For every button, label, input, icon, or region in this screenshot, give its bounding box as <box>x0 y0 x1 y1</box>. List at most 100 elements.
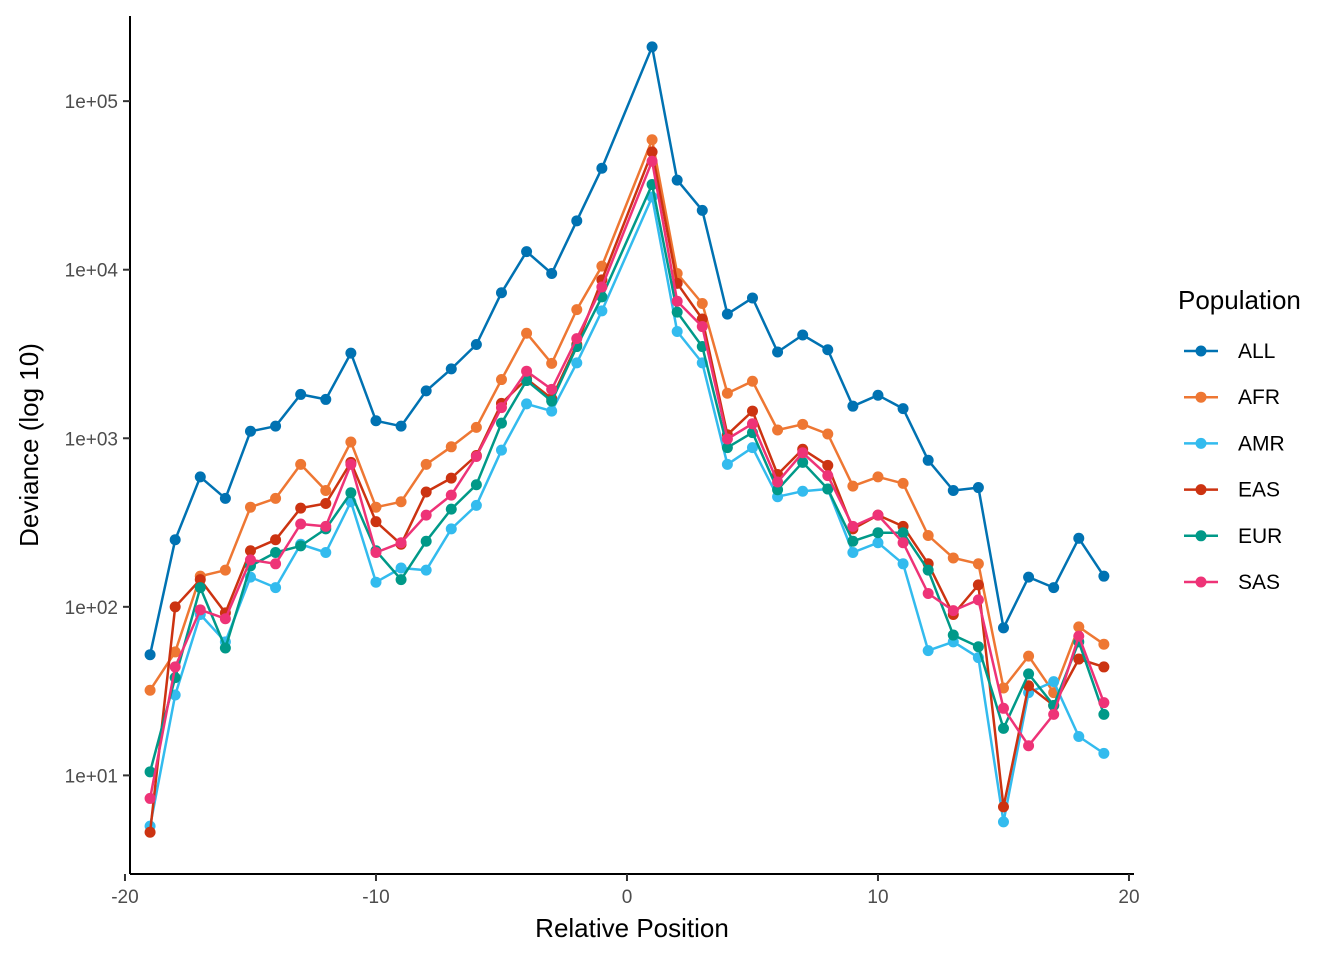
x-tick-label: 0 <box>622 887 633 908</box>
data-point <box>169 646 181 658</box>
data-point <box>872 509 884 521</box>
data-point <box>270 534 282 546</box>
data-point <box>1098 661 1110 673</box>
x-tick-label: 10 <box>867 887 888 908</box>
legend-item-amr: AMR <box>1184 432 1285 455</box>
data-point <box>370 415 382 427</box>
series-line <box>149 138 1105 694</box>
legend: Population ALL AFR AMR EAS EUR SAS <box>1178 285 1301 594</box>
data-point <box>696 321 708 333</box>
data-point <box>445 441 457 453</box>
data-point <box>546 267 558 279</box>
x-tick-label: 20 <box>1118 887 1139 908</box>
y-tick-label: 1e+02 <box>65 598 118 619</box>
series-sas <box>144 155 1110 804</box>
x-axis-title: Relative Position <box>535 913 729 943</box>
data-point <box>671 306 683 318</box>
series-all <box>144 41 1110 661</box>
data-point <box>1048 708 1060 720</box>
series-amr <box>144 191 1110 832</box>
data-point <box>1023 650 1035 662</box>
data-point <box>320 484 332 496</box>
data-point <box>847 547 859 559</box>
legend-key-point <box>1195 576 1207 588</box>
data-point <box>1048 676 1060 688</box>
legend-key-point <box>1195 345 1207 357</box>
data-point <box>847 520 859 532</box>
data-point <box>596 305 608 317</box>
data-point <box>1023 571 1035 583</box>
data-point <box>822 483 834 495</box>
data-point <box>897 537 909 549</box>
data-point <box>219 564 231 576</box>
data-point <box>495 402 507 414</box>
data-point <box>596 260 608 272</box>
data-point <box>521 365 533 377</box>
data-point <box>797 447 809 459</box>
data-point <box>345 487 357 499</box>
legend-key-point <box>1195 391 1207 403</box>
data-point <box>470 338 482 350</box>
data-point <box>696 313 708 325</box>
data-point <box>897 527 909 539</box>
y-tick-label: 1e+01 <box>65 766 118 787</box>
legend-item-eur: EUR <box>1184 525 1282 548</box>
data-point <box>169 661 181 673</box>
data-point <box>295 388 307 400</box>
legend-label: EUR <box>1238 525 1282 548</box>
data-point <box>872 527 884 539</box>
data-point <box>244 425 256 437</box>
data-point <box>1098 747 1110 759</box>
data-point <box>169 534 181 546</box>
data-point <box>270 547 282 559</box>
data-point <box>646 41 658 53</box>
data-point <box>345 436 357 448</box>
data-point <box>270 420 282 432</box>
data-point <box>320 498 332 510</box>
data-point <box>244 554 256 566</box>
data-point <box>395 537 407 549</box>
data-point <box>847 535 859 547</box>
data-point <box>671 174 683 186</box>
data-point <box>797 418 809 430</box>
data-point <box>972 558 984 570</box>
data-point <box>972 579 984 591</box>
data-point <box>445 489 457 501</box>
data-point <box>345 347 357 359</box>
data-point <box>772 476 784 488</box>
series-layer <box>144 41 1110 838</box>
data-point <box>370 501 382 513</box>
data-point <box>395 562 407 574</box>
data-point <box>244 501 256 513</box>
data-point <box>671 325 683 337</box>
data-point <box>420 486 432 498</box>
data-point <box>395 496 407 508</box>
data-point <box>872 389 884 401</box>
data-point <box>144 766 156 778</box>
data-point <box>997 682 1009 694</box>
data-point <box>219 492 231 504</box>
data-point <box>646 155 658 167</box>
data-point <box>144 792 156 804</box>
data-point <box>922 564 934 576</box>
data-point <box>194 471 206 483</box>
data-point <box>721 308 733 320</box>
data-point <box>345 458 357 470</box>
data-point <box>646 134 658 146</box>
data-point <box>1073 621 1085 633</box>
data-point <box>922 454 934 466</box>
data-point <box>696 204 708 216</box>
data-point <box>997 622 1009 634</box>
x-tick-label: -10 <box>362 887 389 908</box>
data-point <box>746 418 758 430</box>
data-point <box>546 357 558 369</box>
y-tick-label: 1e+03 <box>65 429 118 450</box>
data-point <box>295 540 307 552</box>
data-point <box>1098 570 1110 582</box>
data-point <box>972 641 984 653</box>
data-point <box>596 281 608 293</box>
data-point <box>420 458 432 470</box>
data-point <box>847 480 859 492</box>
data-point <box>320 393 332 405</box>
data-point <box>244 545 256 557</box>
